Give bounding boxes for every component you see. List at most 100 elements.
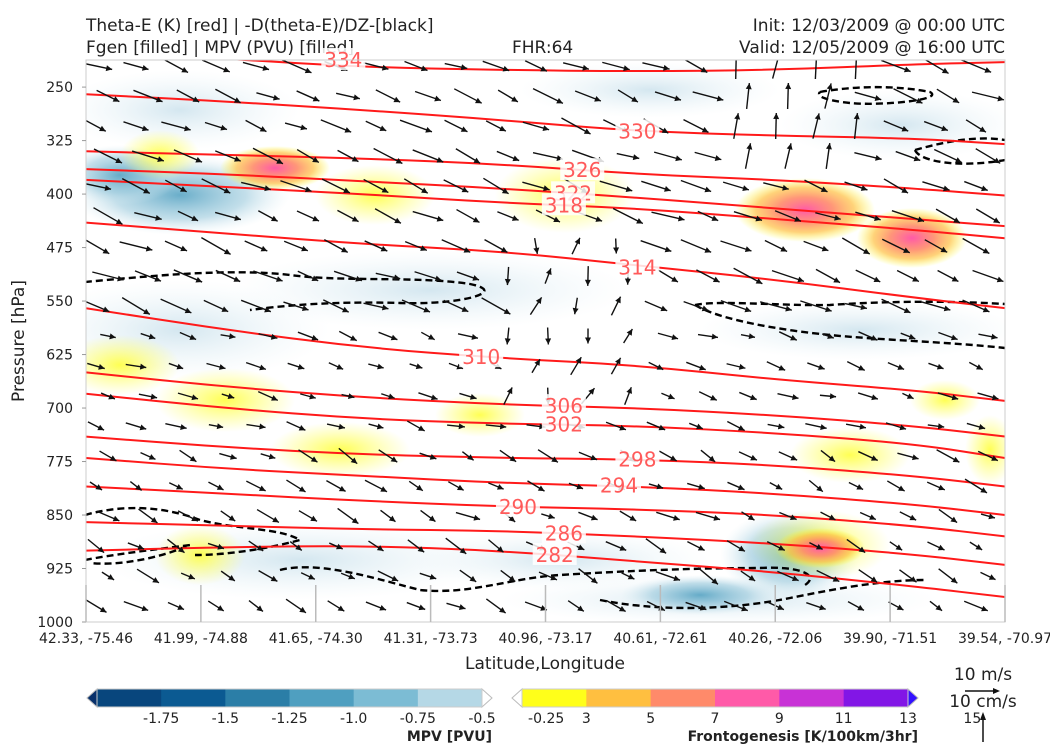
wind-arrow [497,89,519,103]
wind-arrow-head [234,215,241,221]
title-line-2: Fgen [filled] | MPV (PVU) [filled] [86,38,355,58]
wind-arrow [179,449,197,463]
wind-arrow [258,570,278,582]
wind-arrow [962,299,990,313]
wind-arrow-head [869,514,876,520]
wind-arrow [656,511,680,521]
wind-arrow [727,481,745,491]
wind-arrow [446,602,466,610]
wind-arrow-head [220,124,228,131]
wind-arrow [364,240,388,252]
wind-arrow-head [379,125,387,131]
wind-arrow [964,180,988,192]
wind-arrow [854,91,882,101]
wind-arrow-head [543,185,550,192]
title-line-1: Theta-E (K) [red] | -D(theta-E)/DZ-[blac… [86,16,434,36]
wind-arrow [900,332,916,340]
wind-arrow-head [791,394,799,400]
wind-arrow-head [388,515,396,522]
wind-arrow [602,61,630,71]
wind-arrow-head [901,125,909,132]
wind-arrow [333,270,363,282]
wind-arrow [858,331,878,341]
theta-e-label-bg [321,47,366,70]
wind-arrow-head [775,483,783,490]
wind-arrow [723,600,749,612]
wind-arrow-head [773,113,780,120]
wind-arrow [93,207,123,225]
theta-e-contour-286 [86,521,1005,566]
wind-arrow [697,210,719,222]
wind-arrow-head [671,276,678,282]
wind-arrow-head [778,545,785,551]
wind-arrow [447,423,465,430]
wind-arrow [219,452,237,460]
wind-arrow [323,238,349,254]
wind-arrow [885,422,907,431]
wind-arrow [889,541,903,551]
wind-arrow-head [350,335,357,341]
wind-arrow [735,60,737,80]
mpv-colorbar-bin [289,689,355,707]
wind-key: 10 m/s 10 cm/s [949,665,1017,742]
wind-arrow [927,541,945,551]
theta-e-label: 314 [618,255,656,279]
wind-arrow [496,150,520,162]
y-tick-label: 325 [46,134,73,150]
wind-arrow-head [619,545,627,551]
wind-arrow [844,181,868,191]
y-tick-label: 550 [46,294,73,310]
wind-arrow-head [908,333,916,340]
wind-arrow [248,599,264,613]
y-tick-label: 700 [46,401,73,417]
wind-arrow [87,362,105,370]
wind-arrow-head [619,424,626,431]
wind-arrow-head [594,96,601,102]
fgen-colorbar-tick: 11 [835,711,853,727]
dthetae-dz-contour [86,506,304,557]
wind-arrow-head [504,338,511,345]
theta-e-label: 294 [600,474,638,498]
wind-arrow [739,391,757,401]
wind-arrow [447,481,465,491]
wind-arrow-head [951,276,959,282]
mpv-colorbar-tick: -1.5 [212,711,239,727]
wind-arrow [771,269,805,283]
wind-arrow-head [256,605,264,612]
wind-arrow-head [656,364,664,370]
theta-e-label-bg [615,447,660,470]
wind-arrow [326,479,346,493]
wind-arrow [584,328,591,344]
wind-arrow [201,60,231,73]
wind-arrow [764,239,788,253]
wind-arrow [720,299,752,313]
wind-arrow-head [534,359,541,366]
wind-arrow-head [698,484,705,490]
wind-arrow-head [903,66,911,73]
wind-arrow-head [863,248,870,255]
wind-arrow-head [820,186,828,192]
shading-region [910,380,980,420]
wind-arrow-head [351,156,359,162]
wind-arrow-head [428,515,436,522]
wind-arrow [133,89,163,103]
wind-arrow [744,143,753,169]
wind-arrow [858,450,878,462]
wind-arrow-head [663,64,670,71]
wind-arrow-head [755,215,763,222]
wind-arrow-head [820,424,827,430]
wind-arrow-head [420,245,427,251]
theta-e-label-bg [532,542,577,565]
wind-arrow [138,393,158,400]
wind-arrow [924,239,948,253]
wind-arrow-head [993,217,1000,224]
wind-arrow [177,510,199,522]
wind-arrow [504,327,511,345]
wind-arrow [241,181,271,192]
mpv-colorbar-bin [97,689,162,707]
wind-arrow-head [853,113,860,120]
wind-arrow-head [553,216,560,222]
wind-arrow-head [937,423,945,430]
wind-arrow-head [950,577,958,584]
wind-arrow-head [502,65,510,72]
